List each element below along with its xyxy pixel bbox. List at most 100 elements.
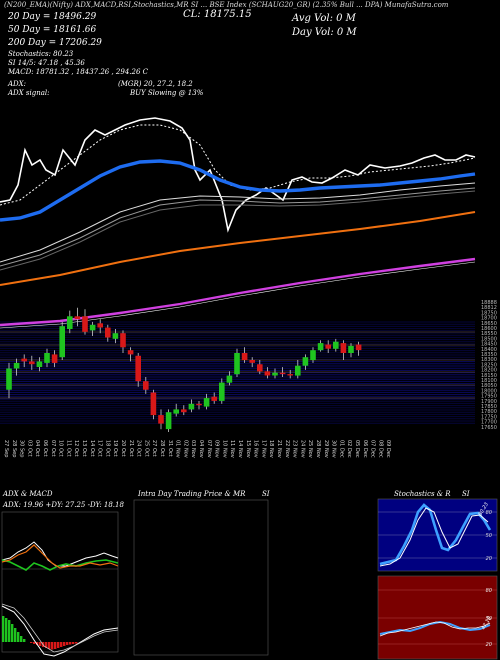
- date-label: 09 Nov: [214, 440, 220, 458]
- price-axis-label: 18000: [481, 388, 497, 394]
- minus-di-line: [1, 544, 119, 569]
- macd-hist-bar: [30, 642, 33, 643]
- rsi-line: [379, 620, 491, 635]
- date-label: 01 Dec: [338, 440, 344, 458]
- date-label: 20 Oct: [120, 440, 126, 457]
- macd-hist-bar: [33, 642, 36, 644]
- candle-body: [13, 362, 20, 369]
- rsi-signal-line: [379, 621, 491, 637]
- adx-readout: ADX: 19.96 +DY: 27.25 -DY: 18.18: [3, 501, 124, 509]
- date-label: 04 Nov: [198, 440, 204, 458]
- price-axis-label: 17650: [481, 425, 497, 431]
- candle-body: [241, 353, 248, 361]
- candle-body: [74, 316, 81, 320]
- price-axis-label: 18450: [481, 342, 497, 348]
- candle-body: [211, 396, 217, 401]
- price-axis-label: 18600: [481, 326, 497, 332]
- stoch-k-line: [379, 503, 492, 566]
- ema50-label: 50 Day = 18161.66: [8, 25, 97, 35]
- candle-body: [67, 316, 73, 329]
- candle-body: [6, 368, 12, 390]
- stochastics-panel: [377, 498, 498, 572]
- price-axis-label: 18350: [481, 352, 497, 358]
- price-axis-label: 18650: [481, 321, 497, 327]
- price-axis-label: 18100: [481, 378, 497, 384]
- date-label: 27 Sep: [3, 440, 9, 457]
- candle-body: [348, 345, 354, 353]
- macd-hist-bar: [42, 642, 45, 647]
- price-axis-label: 18812: [481, 305, 497, 311]
- candle-body: [226, 375, 233, 383]
- rsi-panel: [377, 575, 498, 660]
- candle-body: [82, 316, 88, 332]
- date-label: 14 Oct: [89, 440, 95, 457]
- candle-body: [333, 341, 339, 349]
- magenta-band-edge: [0, 261, 476, 329]
- ema20-label: 20 Day = 18496.29: [8, 12, 97, 22]
- price-axis-label: 18400: [481, 347, 497, 353]
- adx-panel: [1, 511, 119, 653]
- candle-body: [89, 324, 96, 331]
- stoch-level-label: 50: [486, 533, 492, 539]
- candle-body: [36, 361, 43, 367]
- candle-body: [112, 333, 119, 339]
- candle-body: [158, 415, 164, 424]
- price-axis-label: 18250: [481, 362, 497, 368]
- price-axis-label: 18150: [481, 373, 497, 379]
- candle-body: [135, 355, 141, 382]
- date-label: 25 Nov: [307, 440, 313, 458]
- date-label: 23 Nov: [292, 440, 298, 458]
- candle-body: [196, 403, 202, 406]
- date-label: 07 Nov: [206, 440, 212, 458]
- date-label: 28 Sep: [11, 440, 17, 457]
- magenta-band-line: [0, 257, 476, 327]
- candle-body: [317, 343, 324, 351]
- rsi-level-label: 50: [486, 616, 492, 622]
- candle-body: [325, 344, 331, 349]
- macd-hist-bar: [5, 618, 8, 642]
- macd-hist-bar: [60, 642, 63, 647]
- date-label: 12 Oct: [73, 440, 79, 457]
- date-label: 21 Oct: [128, 440, 134, 457]
- date-label: 03 Oct: [26, 440, 32, 457]
- macd-hist-bar: [23, 639, 26, 642]
- date-label: 10 Nov: [221, 440, 227, 458]
- ema200-line: [0, 211, 476, 286]
- macd-hist-bar: [36, 642, 39, 645]
- macd-hist-bar: [75, 642, 78, 644]
- price-axis-label: 17900: [481, 399, 497, 405]
- date-label: 02 Dec: [346, 440, 352, 458]
- date-label: 22 Nov: [284, 440, 290, 458]
- date-label: 07 Oct: [50, 440, 56, 457]
- macd-line: [1, 605, 119, 657]
- candle-body: [310, 350, 316, 361]
- price-axis-label: 18750: [481, 310, 497, 316]
- stoch-level-label: 20: [486, 556, 492, 562]
- date-label: 06 Oct: [42, 440, 48, 457]
- price-axis-label: 17850: [481, 404, 497, 410]
- date-label: 25 Oct: [143, 440, 149, 457]
- date-label: 18 Nov: [268, 440, 274, 458]
- candle-body: [51, 354, 58, 363]
- macd-hist-bar: [66, 642, 69, 645]
- date-label: 21 Nov: [276, 440, 282, 458]
- rsi-level-label: 80: [486, 588, 492, 594]
- macd-hist-bar: [39, 642, 42, 646]
- rsi-value-label: 47.18: [481, 616, 493, 631]
- macd-hist-bar: [48, 642, 51, 649]
- ema100-line: [0, 182, 476, 263]
- macd-hist-bar: [72, 642, 75, 644]
- price-axis-label: 18200: [481, 368, 497, 374]
- ema100b-line: [0, 187, 476, 267]
- candle-body: [97, 323, 103, 328]
- macd-hist-bar: [2, 616, 5, 642]
- macd-hist-bar: [8, 620, 11, 642]
- date-label: 19 Oct: [112, 440, 118, 457]
- intraday-panel: [133, 499, 269, 656]
- candle-body: [272, 372, 278, 376]
- macd-hist-bar: [14, 628, 17, 642]
- macd-hist-bar: [11, 624, 14, 642]
- date-label: 17 Nov: [260, 440, 266, 458]
- stoch-level-label: 80: [486, 510, 492, 516]
- macd-hist-bar: [45, 642, 48, 648]
